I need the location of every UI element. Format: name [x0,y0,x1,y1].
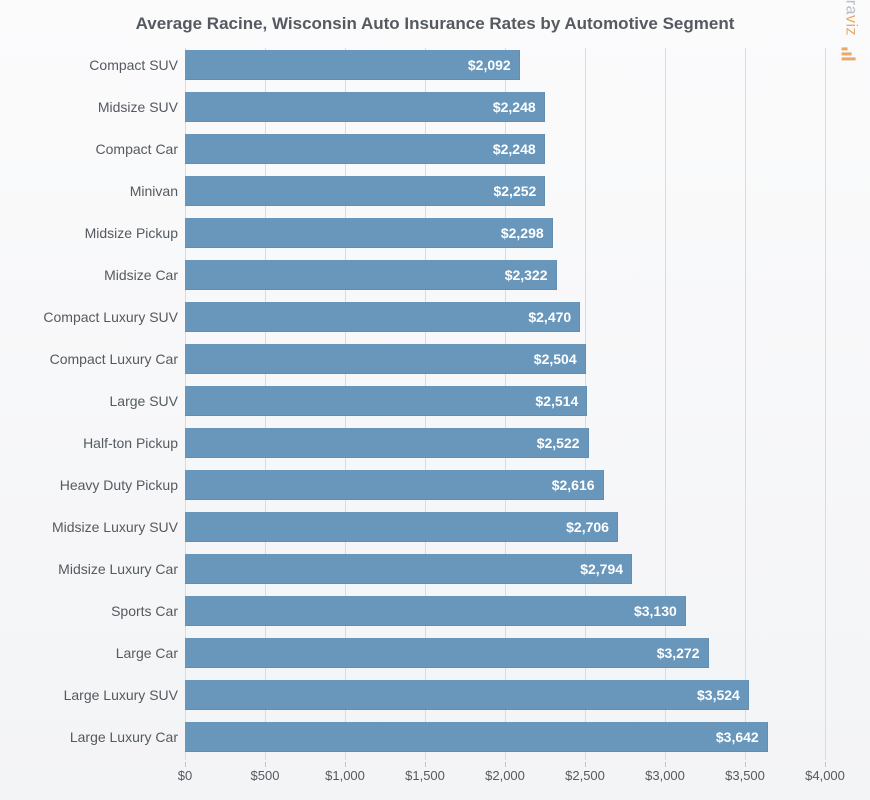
grid-line [825,48,826,760]
watermark-logo: insuraviz [842,0,860,60]
bar-value-label: $3,524 [697,687,740,703]
bar-value-label: $2,470 [528,309,571,325]
bar-value-label: $2,248 [493,141,536,157]
bar-row: $3,272 [185,638,709,668]
grid-line [745,48,746,760]
bar: $3,642 [185,722,768,752]
watermark-text-accent: viz [843,15,860,36]
plot-area: $2,092 $2,248 $2,248 $2,252 $2,298 $2,322 $2,4… [185,48,825,760]
bar-value-label: $2,252 [493,183,536,199]
bar-row: $2,470 [185,302,580,332]
y-axis-label: Compact Luxury SUV [0,302,178,332]
y-axis-label: Midsize Luxury Car [0,554,178,584]
y-axis-label: Sports Car [0,596,178,626]
x-tick-mark [345,762,346,767]
bar-value-label: $2,298 [501,225,544,241]
bar-value-label: $2,794 [580,561,623,577]
x-tick-mark [585,762,586,767]
bar-row: $3,524 [185,680,749,710]
x-tick-mark [505,762,506,767]
bar: $3,130 [185,596,686,626]
bar: $2,248 [185,92,545,122]
bar-row: $2,248 [185,92,545,122]
bar-row: $2,252 [185,176,545,206]
y-axis-label: Midsize Pickup [0,218,178,248]
bar: $2,092 [185,50,520,80]
chart-title: Average Racine, Wisconsin Auto Insurance… [10,14,860,34]
y-axis-label: Large Luxury SUV [0,680,178,710]
bar-value-label: $3,130 [634,603,677,619]
bar: $2,616 [185,470,604,500]
x-tick-mark [665,762,666,767]
y-axis-label: Compact SUV [0,50,178,80]
x-tick-mark [425,762,426,767]
bar-row: $2,504 [185,344,586,374]
watermark-bars-icon [842,45,860,60]
bar-value-label: $2,616 [552,477,595,493]
y-axis-label: Half-ton Pickup [0,428,178,458]
bar-row: $2,522 [185,428,589,458]
x-tick-label: $500 [251,768,280,783]
bar-row: $3,642 [185,722,768,752]
y-axis-label: Compact Luxury Car [0,344,178,374]
bar: $2,322 [185,260,557,290]
y-axis-label: Large Luxury Car [0,722,178,752]
bar-row: $2,706 [185,512,618,542]
bar: $2,706 [185,512,618,542]
bar: $2,504 [185,344,586,374]
y-axis-label: Large Car [0,638,178,668]
bar-value-label: $3,272 [657,645,700,661]
bar: $2,514 [185,386,587,416]
bar-value-label: $2,092 [468,57,511,73]
y-axis-label: Large SUV [0,386,178,416]
bar-value-label: $2,504 [534,351,577,367]
y-axis-label: Midsize Luxury SUV [0,512,178,542]
x-tick-mark [825,762,826,767]
x-tick-mark [745,762,746,767]
bar-row: $2,794 [185,554,632,584]
bar-row: $2,092 [185,50,520,80]
bar: $2,252 [185,176,545,206]
x-tick-label: $1,500 [405,768,445,783]
x-axis: $0$500$1,000$1,500$2,000$2,500$3,000$3,5… [185,762,825,792]
x-tick-label: $2,500 [565,768,605,783]
x-tick-label: $2,000 [485,768,525,783]
x-tick-label: $4,000 [805,768,845,783]
y-axis-label: Midsize Car [0,260,178,290]
bar: $2,298 [185,218,553,248]
bar-row: $2,514 [185,386,587,416]
bar-value-label: $2,248 [493,99,536,115]
bar-row: $2,616 [185,470,604,500]
bar: $2,794 [185,554,632,584]
x-tick-mark [185,762,186,767]
bar-value-label: $2,706 [566,519,609,535]
x-tick-label: $1,000 [325,768,365,783]
x-tick-label: $3,500 [725,768,765,783]
bar-value-label: $2,322 [505,267,548,283]
bar: $2,522 [185,428,589,458]
y-axis-label: Midsize SUV [0,92,178,122]
bar-row: $3,130 [185,596,686,626]
y-axis-label: Heavy Duty Pickup [0,470,178,500]
watermark-text-plain: insura [843,0,860,15]
bar: $2,248 [185,134,545,164]
bar: $3,272 [185,638,709,668]
chart-container: Average Racine, Wisconsin Auto Insurance… [0,0,870,800]
bar: $3,524 [185,680,749,710]
y-axis-label: Compact Car [0,134,178,164]
y-axis-label: Minivan [0,176,178,206]
x-tick-label: $3,000 [645,768,685,783]
bar-value-label: $2,522 [537,435,580,451]
x-tick-label: $0 [178,768,192,783]
bar-row: $2,322 [185,260,557,290]
bar-row: $2,248 [185,134,545,164]
bar-value-label: $3,642 [716,729,759,745]
bar: $2,470 [185,302,580,332]
bar-row: $2,298 [185,218,553,248]
x-tick-mark [265,762,266,767]
bar-value-label: $2,514 [535,393,578,409]
